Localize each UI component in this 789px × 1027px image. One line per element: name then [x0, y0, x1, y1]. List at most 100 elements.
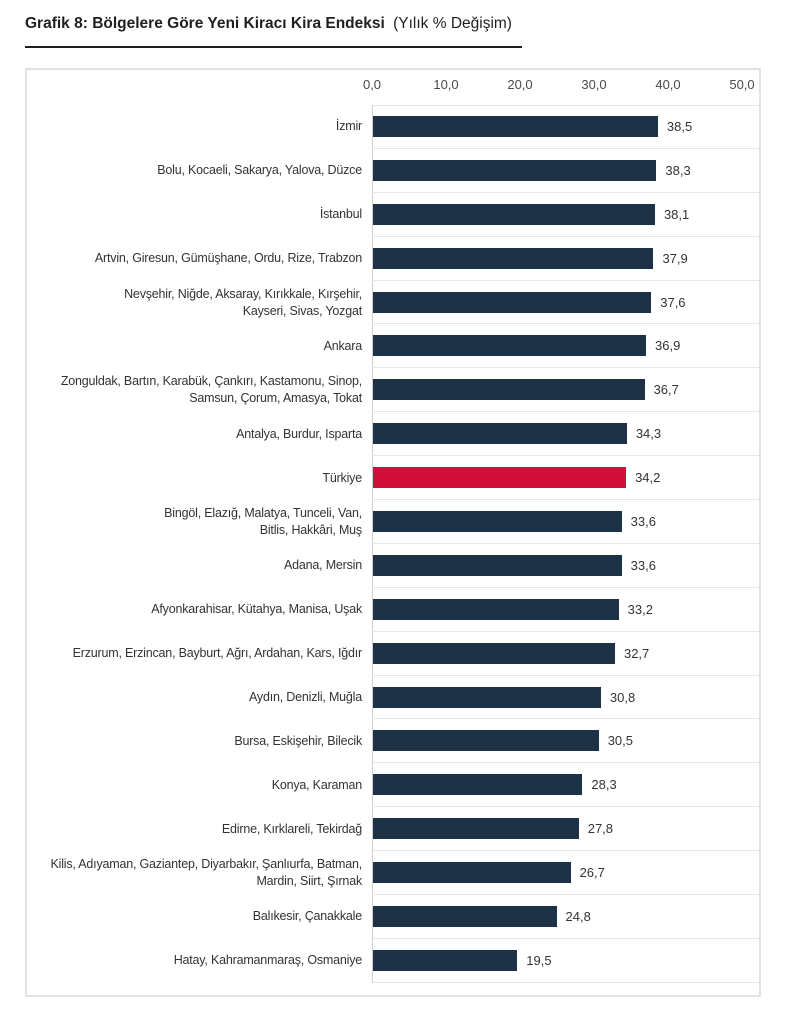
plot-cell: 36,7 [372, 368, 759, 413]
chart-row: Hatay, Kahramanmaraş, Osmaniye 19,5 [27, 938, 759, 983]
value-label: 38,5 [666, 119, 693, 135]
value-label: 30,5 [607, 733, 633, 749]
category-label: Erzurum, Erzincan, Bayburt, Ağrı, Ardaha… [72, 646, 363, 661]
chart-row: Bursa, Eskişehir, Bilecik 30,5 [27, 719, 759, 764]
plot-cell: 34,3 [372, 412, 759, 457]
title-underline [25, 46, 522, 48]
chart-row: Konya, Karaman 28,3 [27, 763, 759, 808]
value-label: 24,8 [565, 908, 591, 924]
category-label: Aydın, Denizli, Muğla [249, 690, 362, 705]
plot-cell: 36,9 [372, 324, 759, 369]
bar [373, 554, 622, 576]
category-label: Konya, Karaman [271, 777, 363, 792]
plot-cell: 28,3 [372, 763, 759, 808]
chart-rows: İzmir 38,5 Bolu, Kocaeli, Sakarya, Yalova,… [27, 105, 759, 983]
category-label: Bursa, Eskişehir, Bilecik [234, 733, 362, 748]
category-label: Nevşehir, Niğde, Aksaray, Kırıkkale, Kır… [124, 286, 362, 318]
plot-cell: 26,7 [372, 851, 759, 896]
plot-cell: 38,5 [372, 105, 759, 149]
value-label: 34,3 [635, 426, 662, 442]
category-label: Ankara [323, 338, 363, 353]
plot-cell: 27,8 [372, 807, 759, 852]
value-label: 28,3 [591, 777, 617, 793]
chart-row: Erzurum, Erzincan, Bayburt, Ağrı, Ardaha… [27, 631, 759, 676]
value-label: 30,8 [609, 689, 636, 705]
chart-row: İstanbul 38,1 [27, 192, 759, 237]
plot-cell: 37,6 [372, 280, 759, 325]
bar [373, 247, 654, 269]
value-label: 19,5 [526, 952, 552, 968]
bar [373, 116, 658, 138]
x-tick-label: 40,0 [655, 77, 681, 92]
bar-highlight [373, 467, 627, 489]
plot-cell: 24,8 [372, 895, 759, 939]
category-label: Adana, Mersin [284, 558, 362, 573]
plot-cell: 34,2 [372, 456, 759, 501]
chart-row: Antalya, Burdur, Isparta 34,3 [27, 412, 759, 457]
bar [373, 905, 557, 927]
chart-row: Balıkesir, Çanakkale 24,8 [27, 895, 759, 939]
value-label: 34,2 [635, 470, 661, 486]
category-label: Zonguldak, Bartın, Karabük, Çankırı, Kas… [60, 374, 362, 406]
chart-title-bold: Grafik 8: Bölgelere Göre Yeni Kiracı Kir… [25, 15, 385, 32]
category-label: Antalya, Burdur, Isparta [236, 426, 362, 441]
chart-card: 0,0 10,0 20,0 30,0 40,0 50,0 İzmir 38,5 Bolu, K… [25, 68, 761, 997]
plot-cell: 33,2 [372, 587, 759, 632]
chart-row: Bolu, Kocaeli, Sakarya, Yalova, Düzce 38,… [27, 148, 759, 193]
bar [373, 862, 571, 884]
chart-row: İzmir 38,5 [27, 105, 759, 149]
plot-cell: 33,6 [372, 500, 759, 544]
value-label: 33,2 [627, 601, 653, 617]
category-label: Artvin, Giresun, Gümüşhane, Ordu, Rize, … [94, 251, 362, 266]
bar [373, 291, 652, 313]
value-label: 33,6 [630, 557, 656, 573]
x-tick-label: 50,0 [729, 77, 755, 92]
chart-row: Nevşehir, Niğde, Aksaray, Kırıkkale, Kır… [27, 280, 759, 325]
bar [373, 335, 647, 357]
plot-cell: 30,8 [372, 675, 759, 720]
chart-row: Adana, Mersin 33,6 [27, 543, 759, 588]
category-label: Bingöl, Elazığ, Malatya, Tunceli, Van, B… [164, 505, 362, 537]
x-tick-label: 20,0 [507, 77, 533, 92]
category-label: Bolu, Kocaeli, Sakarya, Yalova, Düzce [157, 163, 362, 178]
category-label: Balıkesir, Çanakkale [252, 909, 362, 924]
bar [373, 423, 627, 445]
chart-row: Zonguldak, Bartın, Karabük, Çankırı, Kas… [27, 368, 759, 413]
category-label: Hatay, Kahramanmaraş, Osmaniye [173, 953, 362, 968]
chart-row: Edirne, Kırklareli, Tekirdağ 27,8 [27, 807, 759, 852]
value-label: 38,1 [663, 206, 690, 222]
chart-row: Bingöl, Elazığ, Malatya, Tunceli, Van, B… [27, 500, 759, 544]
value-label: 32,7 [623, 645, 650, 661]
chart-row: Aydın, Denizli, Muğla 30,8 [27, 675, 759, 720]
chart-row: Kilis, Adıyaman, Gaziantep, Diyarbakır, … [27, 851, 759, 896]
plot-cell: 32,7 [372, 631, 759, 676]
value-label: 33,6 [630, 513, 656, 529]
plot-cell: 38,1 [372, 192, 759, 237]
chart-row: Afyonkarahisar, Kütahya, Manisa, Uşak 33,… [27, 587, 759, 632]
bar [373, 379, 645, 401]
category-label: Afyonkarahisar, Kütahya, Manisa, Uşak [151, 602, 362, 617]
plot-cell: 30,5 [372, 719, 759, 764]
value-label: 37,9 [662, 250, 688, 266]
value-label: 38,3 [665, 162, 691, 178]
category-label: İzmir [335, 119, 362, 134]
plot-cell: 37,9 [372, 236, 759, 281]
bar [373, 686, 601, 708]
bar [373, 598, 619, 620]
chart-row: Türkiye 34,2 [27, 456, 759, 501]
bar [373, 642, 615, 664]
bar [373, 203, 655, 225]
value-label: 27,8 [587, 821, 614, 837]
category-label: Edirne, Kırklareli, Tekirdağ [221, 821, 362, 836]
bar [373, 730, 599, 752]
category-label: Kilis, Adıyaman, Gaziantep, Diyarbakır, … [50, 857, 363, 889]
x-tick-label: 10,0 [433, 77, 459, 92]
value-label: 26,7 [579, 865, 605, 881]
bar [373, 774, 583, 796]
plot-cell: 19,5 [372, 938, 759, 983]
bar [373, 159, 657, 181]
x-axis-ticks: 0,0 10,0 20,0 30,0 40,0 50,0 [363, 77, 755, 97]
value-label: 36,9 [655, 338, 681, 354]
bar [373, 949, 518, 971]
